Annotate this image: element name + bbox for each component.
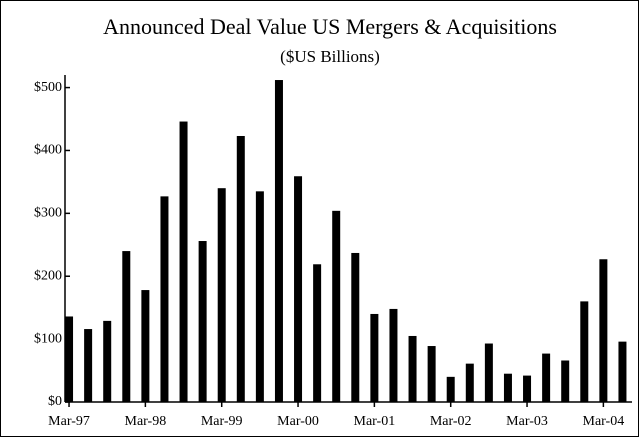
y-tick-label: $500	[34, 80, 62, 95]
x-tick-label: Mar-00	[277, 414, 319, 429]
y-tick-label: $0	[48, 394, 62, 409]
x-tick-label: Mar-01	[354, 414, 396, 429]
bar	[236, 135, 245, 402]
bar	[542, 353, 551, 402]
y-tick-label: $300	[34, 206, 62, 221]
bar	[141, 290, 150, 402]
y-tick-label: $200	[34, 268, 62, 283]
bar	[351, 252, 360, 402]
bar	[65, 316, 74, 402]
bar	[446, 376, 455, 402]
bar	[580, 301, 589, 402]
y-tick-label: $100	[34, 331, 62, 346]
x-tick-label: Mar-03	[506, 414, 548, 429]
bar	[274, 80, 283, 403]
bar	[198, 241, 207, 402]
bar	[217, 188, 226, 402]
bar	[408, 335, 417, 402]
bar	[561, 360, 570, 402]
bar	[523, 375, 532, 402]
bar	[618, 341, 627, 402]
chart-title: Announced Deal Value US Mergers & Acquis…	[103, 14, 557, 39]
bar	[484, 343, 493, 402]
bar	[179, 121, 188, 403]
bar	[427, 346, 436, 402]
bar	[294, 176, 303, 402]
x-tick-label: Mar-04	[583, 414, 625, 429]
bar	[389, 308, 398, 402]
bar	[122, 251, 131, 402]
bar	[103, 320, 112, 402]
y-tick-label: $400	[34, 143, 62, 158]
x-tick-label: Mar-99	[201, 414, 243, 429]
x-tick-label: Mar-98	[125, 414, 167, 429]
bar	[313, 264, 322, 402]
bar	[465, 363, 474, 402]
bar	[332, 210, 341, 402]
bar	[503, 373, 512, 402]
chart-subtitle: ($US Billions)	[280, 47, 380, 66]
x-tick-label: Mar-02	[430, 414, 472, 429]
bar	[160, 196, 169, 402]
bar	[255, 191, 264, 402]
bar	[84, 329, 93, 402]
bar	[370, 313, 379, 402]
bar	[599, 259, 608, 402]
x-tick-label: Mar-97	[48, 414, 90, 429]
